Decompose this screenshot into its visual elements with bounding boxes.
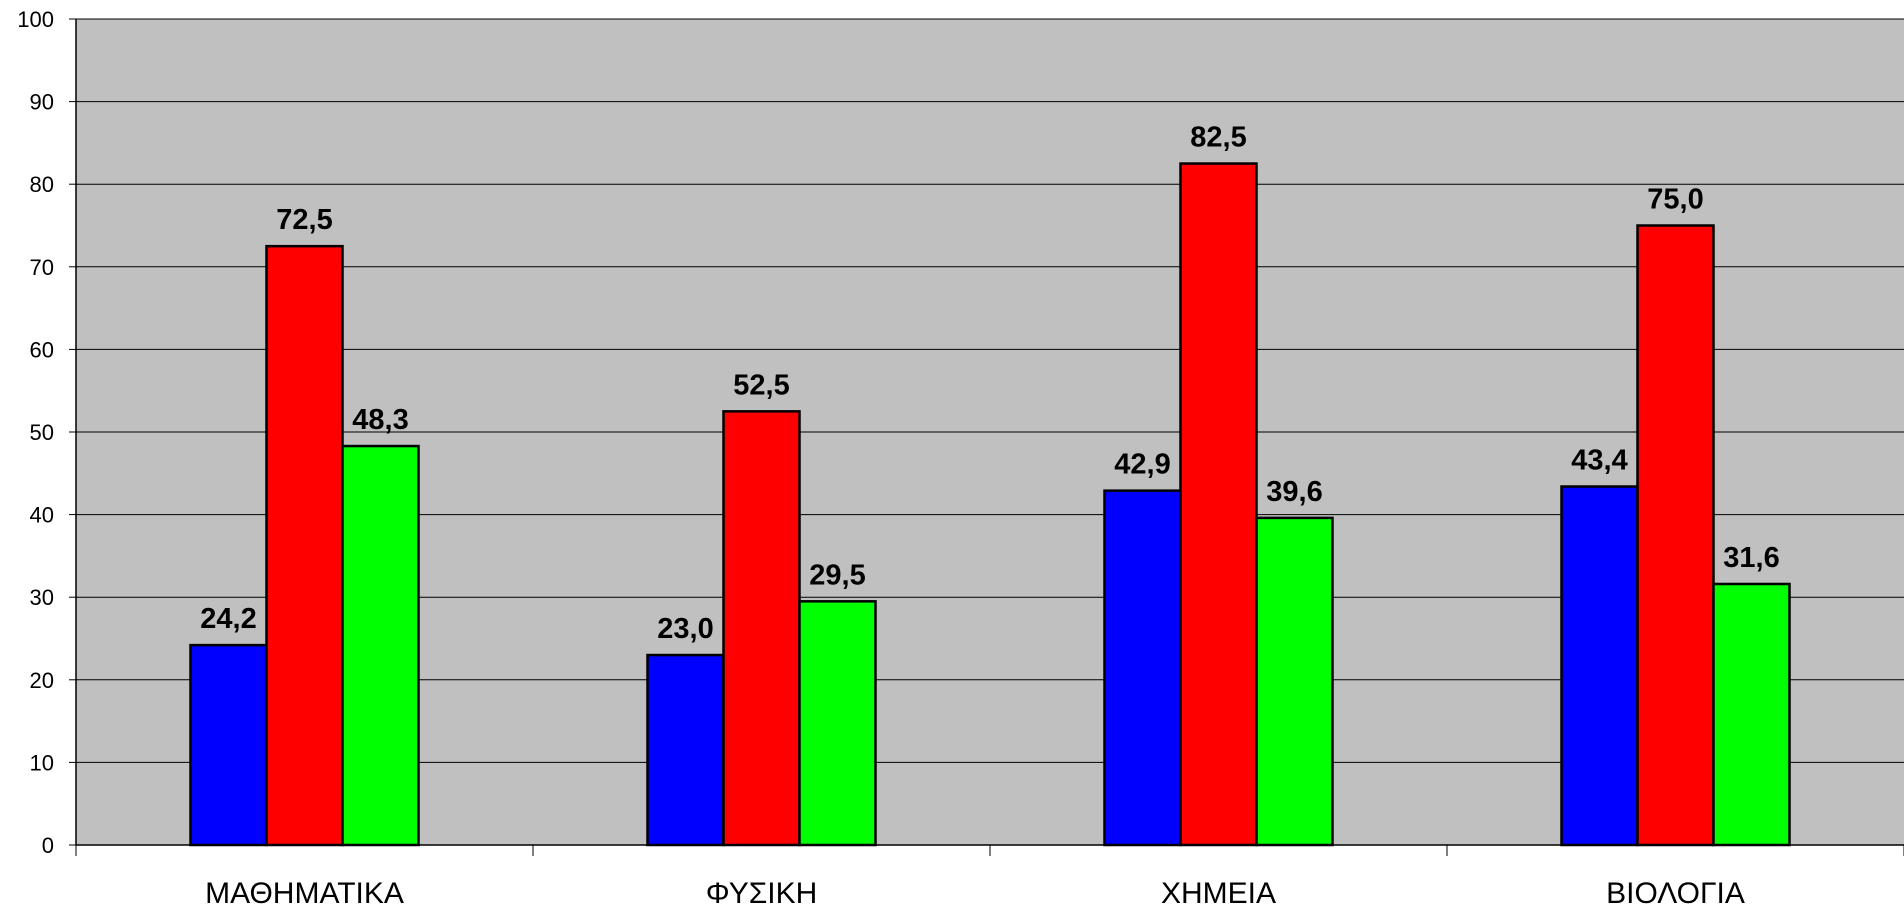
y-tick-label: 0	[42, 833, 54, 858]
bar	[1255, 516, 1334, 847]
bar	[189, 643, 268, 847]
x-category-label: ΦΥΣΙΚΗ	[706, 877, 818, 908]
y-tick-label: 40	[30, 503, 54, 528]
y-tick-label: 60	[30, 337, 54, 362]
x-axis: ΜΑΘΗΜΑΤΙΚΑ ΦΥΣΙΚΗ ΧΗΜΕΙΑ ΒΙΟΛΟΓΙΑ	[75, 844, 1904, 908]
bar-value-label: 31,6	[1723, 542, 1779, 574]
y-tick-label: 80	[30, 172, 54, 197]
y-tick-label: 100	[17, 7, 54, 32]
bar-value-label: 23,0	[657, 613, 713, 645]
y-axis: 0 10 20 30 40 50 60 70 80 90 100	[17, 7, 77, 858]
bar-value-label: 42,9	[1114, 449, 1170, 481]
bar-value-label: 82,5	[1190, 122, 1246, 154]
y-tick-label: 90	[30, 90, 54, 115]
x-category-label: ΧΗΜΕΙΑ	[1161, 877, 1276, 908]
bar-value-label: 29,5	[809, 559, 865, 591]
bar	[1560, 485, 1639, 847]
bar-value-label: 72,5	[276, 204, 332, 236]
y-tick-label: 70	[30, 255, 54, 280]
x-category-label: ΜΑΘΗΜΑΤΙΚΑ	[205, 877, 404, 908]
bar-value-label: 75,0	[1647, 184, 1703, 216]
y-tick-label: 10	[30, 750, 54, 775]
bar-value-label: 43,4	[1571, 445, 1627, 477]
bars	[189, 162, 1791, 847]
y-tick-label: 50	[30, 420, 54, 445]
bar-value-label: 39,6	[1266, 476, 1322, 508]
bar	[1103, 489, 1182, 847]
bar	[1636, 224, 1715, 847]
bar	[1179, 162, 1258, 847]
bar	[341, 444, 420, 847]
bar-value-label: 24,2	[200, 603, 256, 635]
bar-value-label: 48,3	[352, 404, 408, 436]
bar	[646, 653, 725, 847]
bar	[265, 244, 344, 847]
bar	[1712, 582, 1791, 847]
x-category-label: ΒΙΟΛΟΓΙΑ	[1606, 877, 1745, 908]
bar	[722, 410, 801, 847]
y-tick-label: 30	[30, 585, 54, 610]
bar-value-label: 52,5	[733, 369, 789, 401]
y-tick-label: 20	[30, 668, 54, 693]
value-labels: 24,2 72,5 48,3 23,0 52,5 29,5 42,9 82,5 39,6 43,4…	[200, 122, 1779, 645]
bar	[798, 600, 877, 847]
